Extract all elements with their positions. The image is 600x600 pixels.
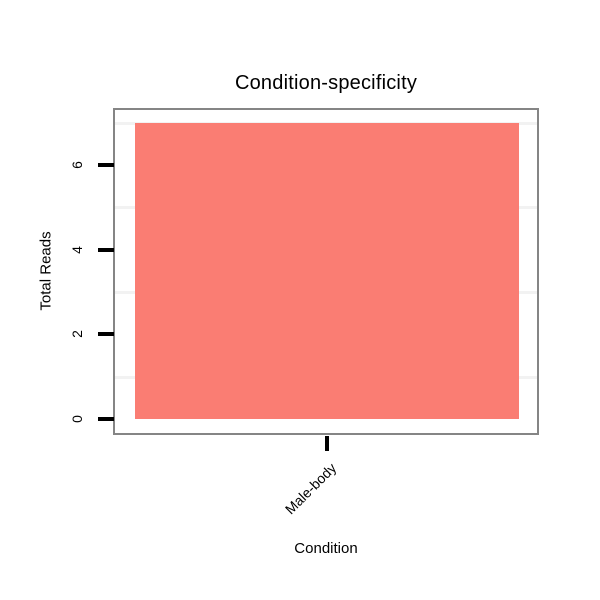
x-tick-label-male-body: Male-body [281, 459, 339, 518]
y-tick-label: 0 [69, 415, 85, 423]
y-tick-label: 4 [69, 245, 85, 254]
y-axis-tick [98, 247, 114, 252]
x-axis-label: Condition [294, 540, 358, 557]
y-axis-tick [98, 332, 114, 337]
chart-title: Condition-specificity [234, 72, 418, 94]
y-axis-label: Total Reads [37, 231, 55, 311]
y-axis-tick [98, 417, 114, 421]
y-axis-tick [98, 163, 114, 168]
y-tick-label: 6 [69, 161, 85, 169]
y-tick-label: 2 [69, 330, 85, 339]
x-axis-tick [325, 436, 329, 451]
plot-panel [113, 108, 539, 435]
bar-male-body [135, 122, 519, 419]
